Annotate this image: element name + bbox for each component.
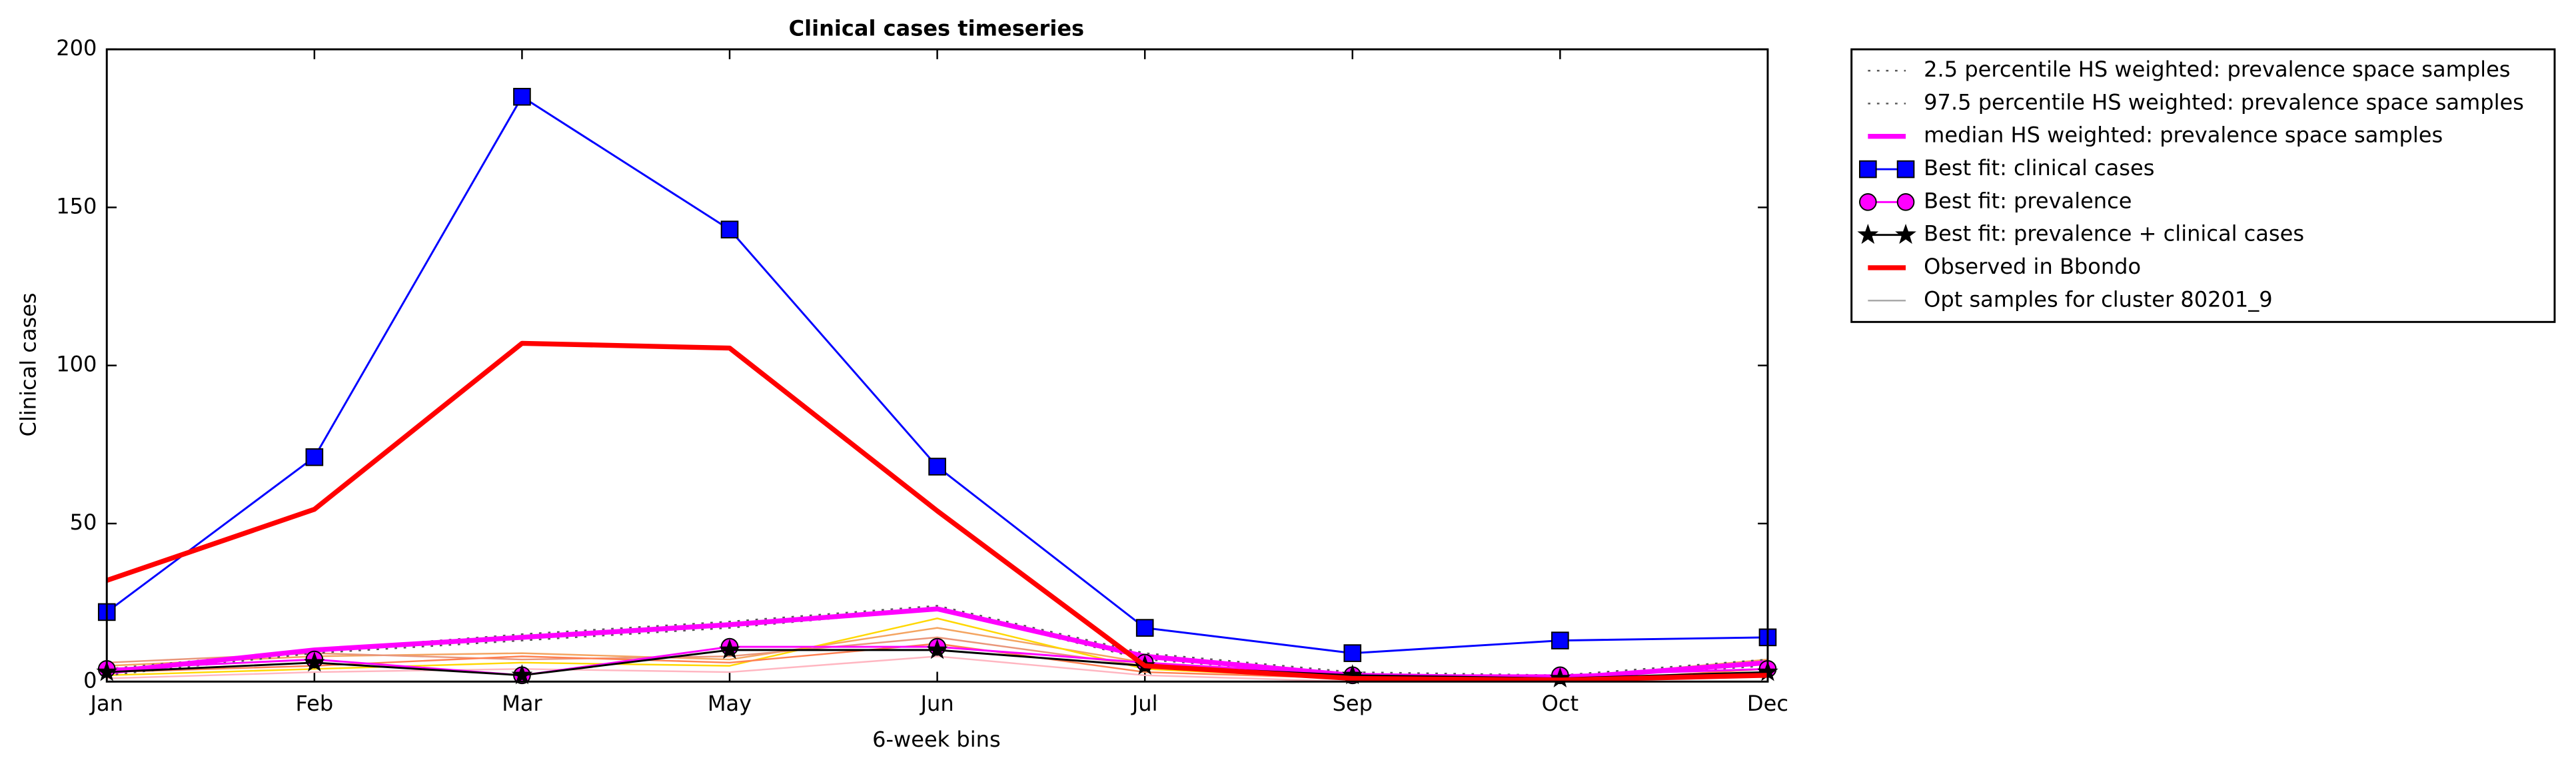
marker-circle [1896,193,1915,211]
plot-area: 0 50 100 150 200 Jan Feb Mar May Jun Jul Sep Oct Dec [56,35,1788,716]
y-tick-label: 100 [56,352,97,377]
y-tick-label: 200 [56,35,97,61]
marker-star [1895,223,1916,244]
legend-label: Observed in Bbondo [1924,254,2141,279]
x-tick-label: Feb [295,691,333,716]
marker-square [1896,160,1915,179]
marker-star [926,639,948,659]
y-tick-label: 150 [56,193,97,218]
x-tick-label: Oct [1542,691,1579,716]
legend-label: Best fit: clinical cases [1924,155,2154,181]
legend-box [1850,48,2556,323]
marker-square [928,458,946,476]
series-line [107,605,1768,677]
legend-label: Best fit: prevalence [1924,188,2132,213]
marker-circle [1859,193,1877,211]
legend-label: Opt samples for cluster 80201_9 [1924,286,2273,312]
x-tick-label: Sep [1333,691,1373,716]
chart-title: Clinical cases timeseries [789,15,1085,41]
marker-star [303,651,325,672]
x-axis-label: 6-week bins [872,727,1001,752]
legend-label: Best fit: prevalence + clinical cases [1924,221,2304,246]
axes-frame [105,48,1769,683]
legend-label: 2.5 percentile HS weighted: prevalence s… [1924,57,2510,82]
marker-square [1859,160,1877,179]
series-line [106,340,1768,683]
y-axis-label: Clinical cases [15,292,41,436]
x-tick-label: Jan [89,691,123,716]
marker-star [1857,223,1879,244]
legend-label: 97.5 percentile HS weighted: prevalence … [1924,89,2524,115]
marker-square [720,220,739,238]
y-tick-label: 50 [70,510,97,535]
x-tick-label: Jun [920,691,954,716]
y-tick-label: 0 [83,667,97,693]
marker-square [305,448,324,466]
x-tick-label: Jul [1131,691,1158,716]
marker-square [1343,644,1362,662]
legend: 2.5 percentile HS weighted: prevalence s… [1857,57,2524,312]
marker-square [1135,619,1154,637]
marker-square [513,87,531,106]
x-tick-label: Mar [502,691,542,716]
marker-square [1551,631,1569,649]
marker-star [719,639,740,659]
legend-label: median HS weighted: prevalence space sam… [1924,123,2443,148]
marker-star [511,664,533,685]
x-tick-label: May [708,691,752,716]
x-tick-label: Dec [1747,691,1788,716]
